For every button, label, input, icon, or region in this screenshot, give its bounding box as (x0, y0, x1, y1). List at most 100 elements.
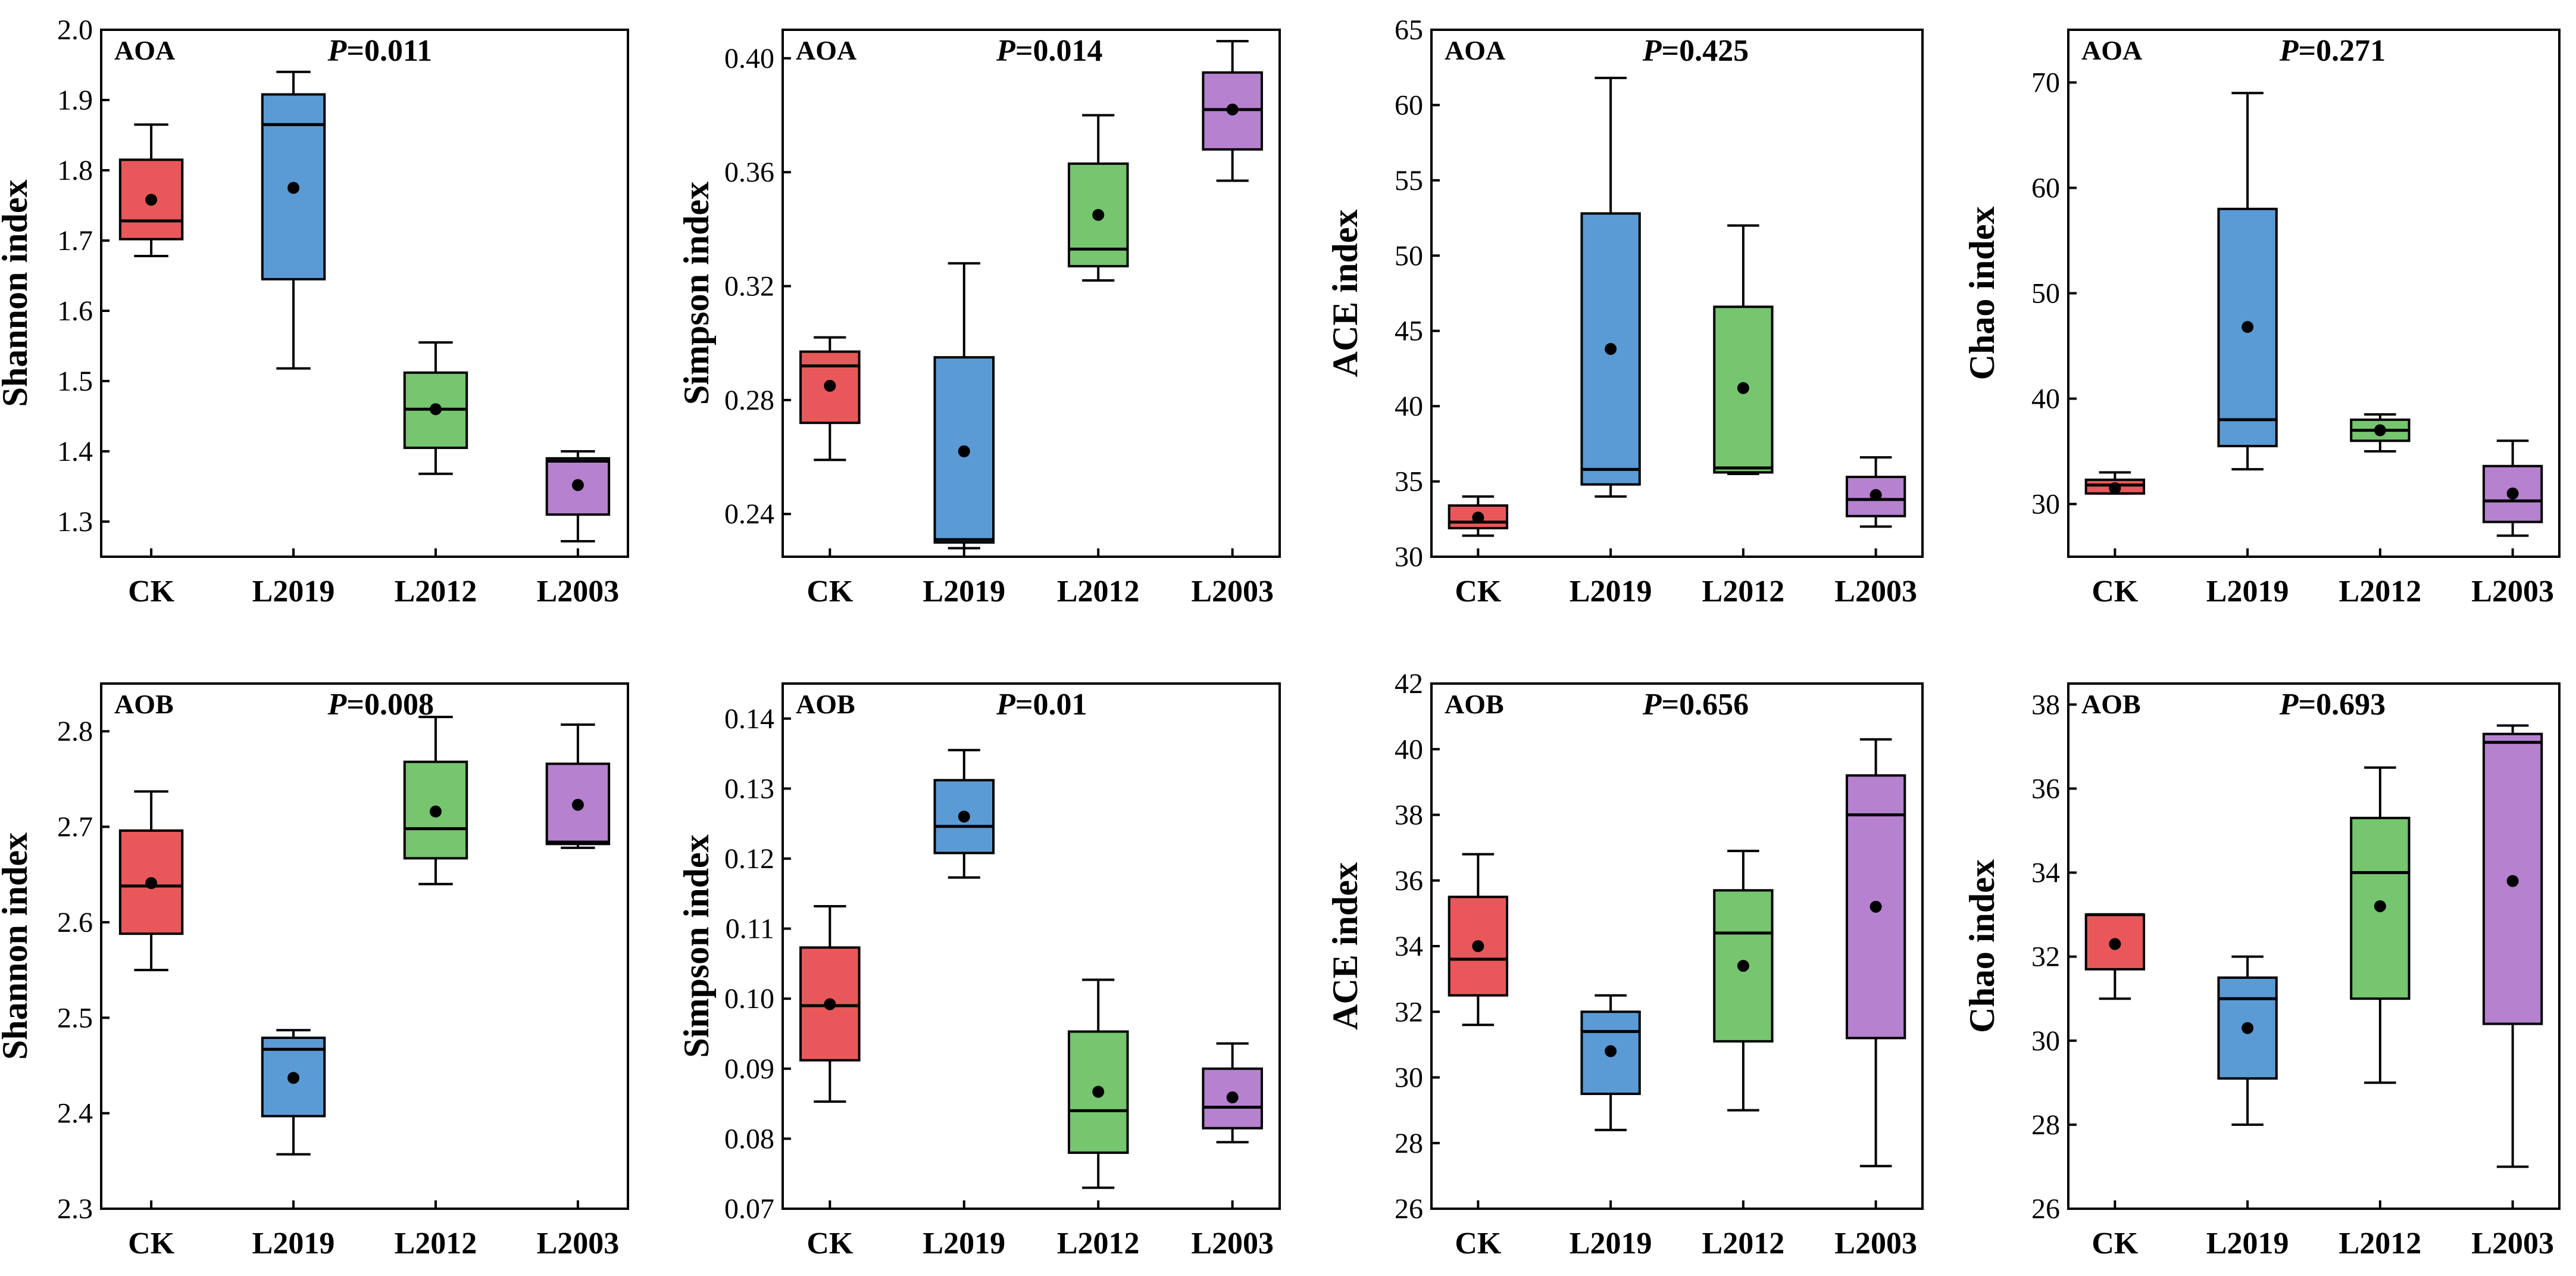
iqr-box (1713, 889, 1774, 1043)
y-tick-label: 60 (1395, 89, 1423, 121)
y-tick-label: 1.4 (57, 436, 93, 467)
box-L2019 (261, 1029, 326, 1156)
mean-marker (2109, 938, 2121, 950)
mean-marker (1737, 960, 1749, 972)
chart-panel-1: 1.3 1.4 1.5 1.6 1.7 1.8 1.9 2.0 Shannon index AOA… (0, 14, 629, 609)
box-L2003 (2482, 439, 2543, 537)
y-tick-label: 0.24 (724, 498, 774, 530)
mean-marker (2374, 424, 2386, 436)
y-tick-label: 65 (1395, 14, 1423, 46)
plot-frame (2067, 682, 2561, 1210)
mean-marker (2374, 900, 2386, 912)
x-tick-label: L2012 (395, 1227, 477, 1261)
group-label: AOB (1445, 689, 1504, 719)
mean-marker (1226, 1091, 1239, 1104)
y-axis-label: Simpson index (677, 834, 716, 1057)
x-tick-label: L2003 (2471, 1227, 2554, 1261)
y-tick-label: 40 (2031, 383, 2060, 415)
y-tick-label: 30 (2031, 1025, 2060, 1057)
x-tick-label: L2012 (2339, 1227, 2422, 1261)
p-value-label: P=0.271 (2279, 34, 2386, 68)
y-tick-label: 42 (1395, 668, 1423, 700)
plot-frame (781, 682, 1281, 1210)
y-tick-label: 40 (1395, 734, 1423, 765)
mean-marker (2242, 321, 2254, 333)
x-tick-label: L2019 (923, 1227, 1005, 1261)
p-value-label: P=0.011 (327, 34, 433, 68)
box-L2012 (403, 341, 468, 475)
x-tick-label: L2019 (252, 575, 335, 609)
mean-marker (1870, 489, 1882, 501)
y-tick-label: 1.9 (57, 85, 93, 116)
p-value-label: P=0.01 (996, 688, 1087, 722)
p-value-label: P=0.693 (2279, 688, 2386, 722)
x-tick-label: CK (128, 575, 175, 609)
x-tick-label: CK (1455, 575, 1502, 609)
box-L2012 (1713, 850, 1774, 1112)
x-tick-label: L2019 (2206, 575, 2289, 609)
box-L2012 (2350, 413, 2411, 453)
y-tick-label: 0.11 (726, 913, 774, 945)
mean-marker (145, 877, 158, 890)
x-tick-label: CK (806, 575, 854, 609)
y-tick-label: 34 (1395, 931, 1423, 962)
y-tick-label: 60 (2031, 173, 2060, 204)
x-tick-label: CK (1455, 1227, 1502, 1261)
box-L2003 (2482, 724, 2543, 1168)
y-tick-label: 36 (2031, 773, 2060, 804)
box-L2019 (2217, 955, 2278, 1126)
x-tick-label: L2003 (2471, 575, 2554, 609)
y-axis-label: Simpson index (677, 182, 716, 405)
mean-marker (287, 1072, 300, 1084)
box-L2012 (1713, 224, 1774, 475)
x-tick-label: CK (2092, 1227, 2139, 1261)
mean-marker (287, 182, 300, 194)
mean-marker (429, 805, 442, 818)
y-axis-label: ACE index (1325, 862, 1365, 1030)
y-tick-label: 0.14 (724, 703, 774, 735)
y-tick-label: 0.28 (724, 385, 774, 416)
y-tick-label: 2.8 (57, 716, 93, 747)
x-tick-label: L2019 (923, 575, 1005, 609)
box-L2012 (1067, 978, 1129, 1189)
x-tick-label: L2012 (1702, 1227, 1785, 1261)
x-tick-label: L2019 (2206, 1227, 2289, 1261)
box-CK (1448, 495, 1509, 537)
chart-panel-8: 26 28 30 32 34 36 38 Chao index AOB P=0.693 CK L201… (1962, 682, 2561, 1261)
box-L2019 (2217, 92, 2278, 471)
p-value-label: P=0.656 (1642, 688, 1749, 722)
y-tick-label: 1.5 (57, 366, 93, 397)
y-axis-label: ACE index (1325, 210, 1365, 378)
mean-marker (1472, 940, 1484, 952)
y-tick-label: 1.7 (57, 225, 93, 257)
mean-marker (2242, 1022, 2254, 1034)
group-label: AOA (796, 35, 856, 65)
y-tick-label: 0.13 (724, 773, 774, 804)
mean-marker (824, 379, 836, 392)
y-tick-label: 2.3 (57, 1193, 93, 1225)
x-tick-label: L2012 (1057, 575, 1140, 609)
mean-marker (1605, 1045, 1617, 1057)
box-L2012 (403, 716, 468, 885)
box-L2019 (1580, 76, 1641, 498)
box-L2019 (261, 70, 326, 370)
y-tick-label: 2.6 (57, 907, 93, 938)
box-L2019 (1580, 994, 1641, 1131)
y-tick-label: 2.5 (57, 1002, 93, 1034)
x-tick-label: CK (2092, 575, 2139, 609)
p-value-label: P=0.014 (996, 34, 1102, 68)
mean-marker (1472, 511, 1484, 524)
y-tick-label: 40 (1395, 391, 1423, 422)
y-tick-label: 34 (2031, 857, 2060, 889)
box-CK (1448, 853, 1509, 1027)
mean-marker (571, 798, 584, 811)
y-tick-label: 26 (1395, 1193, 1423, 1225)
mean-marker (1226, 103, 1239, 116)
y-tick-label: 26 (2031, 1193, 2060, 1225)
box-L2003 (545, 723, 611, 849)
box-L2003 (1845, 738, 1906, 1168)
group-label: AOB (114, 689, 174, 719)
chart-panel-5: 2.3 2.4 2.5 2.6 2.7 2.8 Shannon index AOB P=0.00… (0, 682, 629, 1261)
x-tick-label: L2003 (537, 575, 620, 609)
